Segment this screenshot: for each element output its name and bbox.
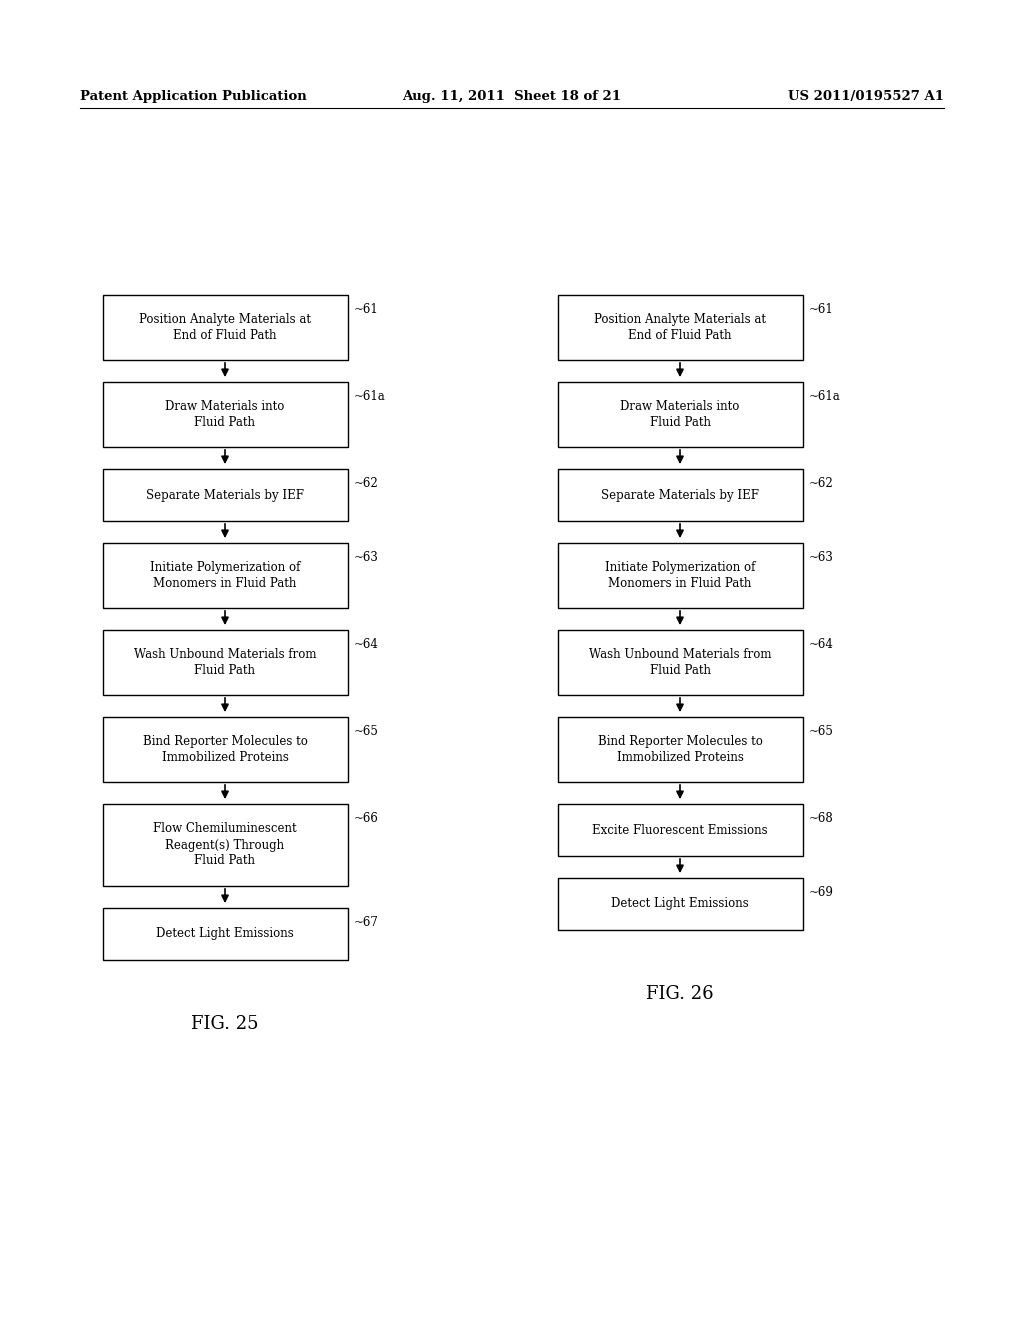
Bar: [557, 717, 803, 781]
Text: Detect Light Emissions: Detect Light Emissions: [156, 928, 294, 940]
Text: ~64: ~64: [353, 638, 379, 651]
Text: ~64: ~64: [809, 638, 834, 651]
Text: Initiate Polymerization of
Monomers in Fluid Path: Initiate Polymerization of Monomers in F…: [605, 561, 755, 590]
Text: ~63: ~63: [353, 550, 379, 564]
Text: US 2011/0195527 A1: US 2011/0195527 A1: [788, 90, 944, 103]
Bar: [102, 543, 347, 609]
Text: ~62: ~62: [809, 477, 834, 490]
Text: Separate Materials by IEF: Separate Materials by IEF: [601, 488, 759, 502]
Text: ~69: ~69: [809, 886, 834, 899]
Text: ~65: ~65: [809, 725, 834, 738]
Text: FIG. 25: FIG. 25: [191, 1015, 259, 1034]
Text: Excite Fluorescent Emissions: Excite Fluorescent Emissions: [592, 824, 768, 837]
Text: ~65: ~65: [353, 725, 379, 738]
Bar: [557, 543, 803, 609]
Text: Draw Materials into
Fluid Path: Draw Materials into Fluid Path: [165, 400, 285, 429]
Text: ~63: ~63: [809, 550, 834, 564]
Text: Draw Materials into
Fluid Path: Draw Materials into Fluid Path: [621, 400, 739, 429]
Text: ~61a: ~61a: [809, 389, 841, 403]
Text: Wash Unbound Materials from
Fluid Path: Wash Unbound Materials from Fluid Path: [589, 648, 771, 677]
Bar: [557, 469, 803, 521]
Bar: [102, 908, 347, 960]
Text: Wash Unbound Materials from
Fluid Path: Wash Unbound Materials from Fluid Path: [134, 648, 316, 677]
Bar: [102, 717, 347, 781]
Text: ~67: ~67: [353, 916, 379, 929]
Text: Patent Application Publication: Patent Application Publication: [80, 90, 307, 103]
Text: Detect Light Emissions: Detect Light Emissions: [611, 898, 749, 911]
Text: ~61: ~61: [809, 304, 834, 315]
Text: Initiate Polymerization of
Monomers in Fluid Path: Initiate Polymerization of Monomers in F…: [150, 561, 300, 590]
Text: Aug. 11, 2011  Sheet 18 of 21: Aug. 11, 2011 Sheet 18 of 21: [402, 90, 622, 103]
Bar: [557, 878, 803, 931]
Text: ~66: ~66: [353, 812, 379, 825]
Bar: [102, 630, 347, 696]
Text: Bind Reporter Molecules to
Immobilized Proteins: Bind Reporter Molecules to Immobilized P…: [142, 735, 307, 764]
Text: ~61: ~61: [353, 304, 378, 315]
Text: Flow Chemiluminescent
Reagent(s) Through
Fluid Path: Flow Chemiluminescent Reagent(s) Through…: [154, 822, 297, 867]
Text: ~68: ~68: [809, 812, 834, 825]
Text: FIG. 26: FIG. 26: [646, 985, 714, 1003]
Bar: [557, 804, 803, 855]
Bar: [557, 630, 803, 696]
Text: Position Analyte Materials at
End of Fluid Path: Position Analyte Materials at End of Flu…: [139, 313, 311, 342]
Bar: [557, 381, 803, 447]
Text: ~62: ~62: [353, 477, 378, 490]
Text: Separate Materials by IEF: Separate Materials by IEF: [146, 488, 304, 502]
Bar: [557, 294, 803, 360]
Bar: [102, 804, 347, 886]
Bar: [102, 294, 347, 360]
Bar: [102, 381, 347, 447]
Text: ~61a: ~61a: [353, 389, 385, 403]
Text: Bind Reporter Molecules to
Immobilized Proteins: Bind Reporter Molecules to Immobilized P…: [598, 735, 763, 764]
Bar: [102, 469, 347, 521]
Text: Position Analyte Materials at
End of Fluid Path: Position Analyte Materials at End of Flu…: [594, 313, 766, 342]
